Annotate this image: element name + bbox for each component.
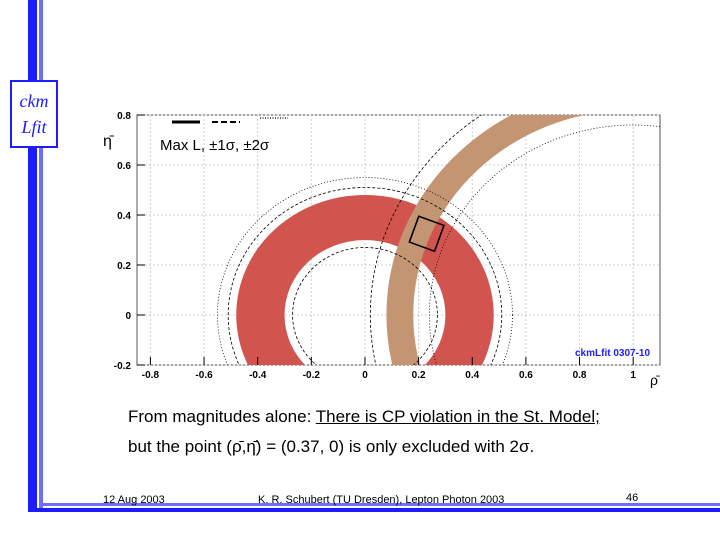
- footer-date: 12 Aug 2003: [103, 494, 165, 506]
- y-ticks: 0.8 0.6 0.4 0.2 0 -0.2: [114, 111, 145, 372]
- x-ticks: -0.8 -0.6 -0.4 -0.2 0 0.2 0.4 0.6 0.8 1: [142, 357, 636, 381]
- contour-2sigma-outer: [217, 177, 513, 365]
- x-tick-label: 0.2: [412, 370, 426, 381]
- footer-page-number: 46: [626, 492, 639, 504]
- x-tick-label: 0: [362, 370, 368, 381]
- watermark: ckmLfit 0307-10: [575, 348, 650, 359]
- left-accent-bar-inner: [39, 0, 43, 512]
- caption-prefix: From magnitudes alone:: [128, 407, 316, 426]
- x-tick-label: 0.4: [465, 370, 479, 381]
- caption-underlined: There is CP violation in the St. Model;: [315, 407, 600, 426]
- contour-dm-inner: [429, 124, 660, 365]
- y-axis-label: η̄: [103, 133, 115, 150]
- ckm-plot: 0.80.60.40.20-0.2 -0.8 -0.6 -0.4 -0.2 0 0.2 0.…: [103, 111, 661, 388]
- y-tick-label: 0.2: [117, 261, 131, 272]
- tan-constraint-band: [386, 115, 660, 365]
- footer-author: K. R. Schubert (TU Dresden), Lepton Phot…: [258, 494, 505, 506]
- caption-line-2: but the point (ρ̄,η̄) = (0.37, 0) is onl…: [128, 437, 535, 456]
- caption-line-1: From magnitudes alone: There is CP viola…: [128, 407, 600, 427]
- logo-line2: Lfit: [21, 117, 47, 137]
- legend: Max L, ±1σ, ±2σ: [160, 117, 288, 154]
- y-tick-label: 0.6: [117, 161, 131, 172]
- x-tick-label: 0.8: [573, 370, 587, 381]
- x-tick-label: 1: [630, 370, 636, 381]
- x-tick-label: -0.8: [142, 370, 160, 381]
- contours: [217, 115, 660, 365]
- contour-dm-outer: [370, 115, 483, 365]
- bottom-accent-line-inner: [39, 503, 720, 506]
- x-tick-label: -0.4: [249, 370, 267, 381]
- contour-1sigma-inner: [292, 247, 438, 365]
- y-tick-label: 0.8: [117, 111, 131, 122]
- contour-1sigma-outer: [227, 187, 503, 365]
- y-tick-label: 0: [125, 311, 131, 322]
- bottom-accent-line: [28, 508, 720, 512]
- x-tick-label: -0.6: [195, 370, 213, 381]
- best-fit-box: [408, 215, 445, 253]
- y-tick-label: 0.4: [117, 211, 131, 222]
- x-tick-label: 0.6: [519, 370, 533, 381]
- logo-line1: ckm: [19, 91, 49, 111]
- x-axis-label: ρ̄: [650, 372, 660, 388]
- x-tick-label: -0.2: [303, 370, 321, 381]
- left-accent-bar: [28, 0, 37, 512]
- y-tick-label: -0.2: [114, 361, 132, 372]
- ckm-lfit-logo: ckm Lfit: [10, 80, 58, 148]
- legend-text: Max L, ±1σ, ±2σ: [160, 137, 270, 154]
